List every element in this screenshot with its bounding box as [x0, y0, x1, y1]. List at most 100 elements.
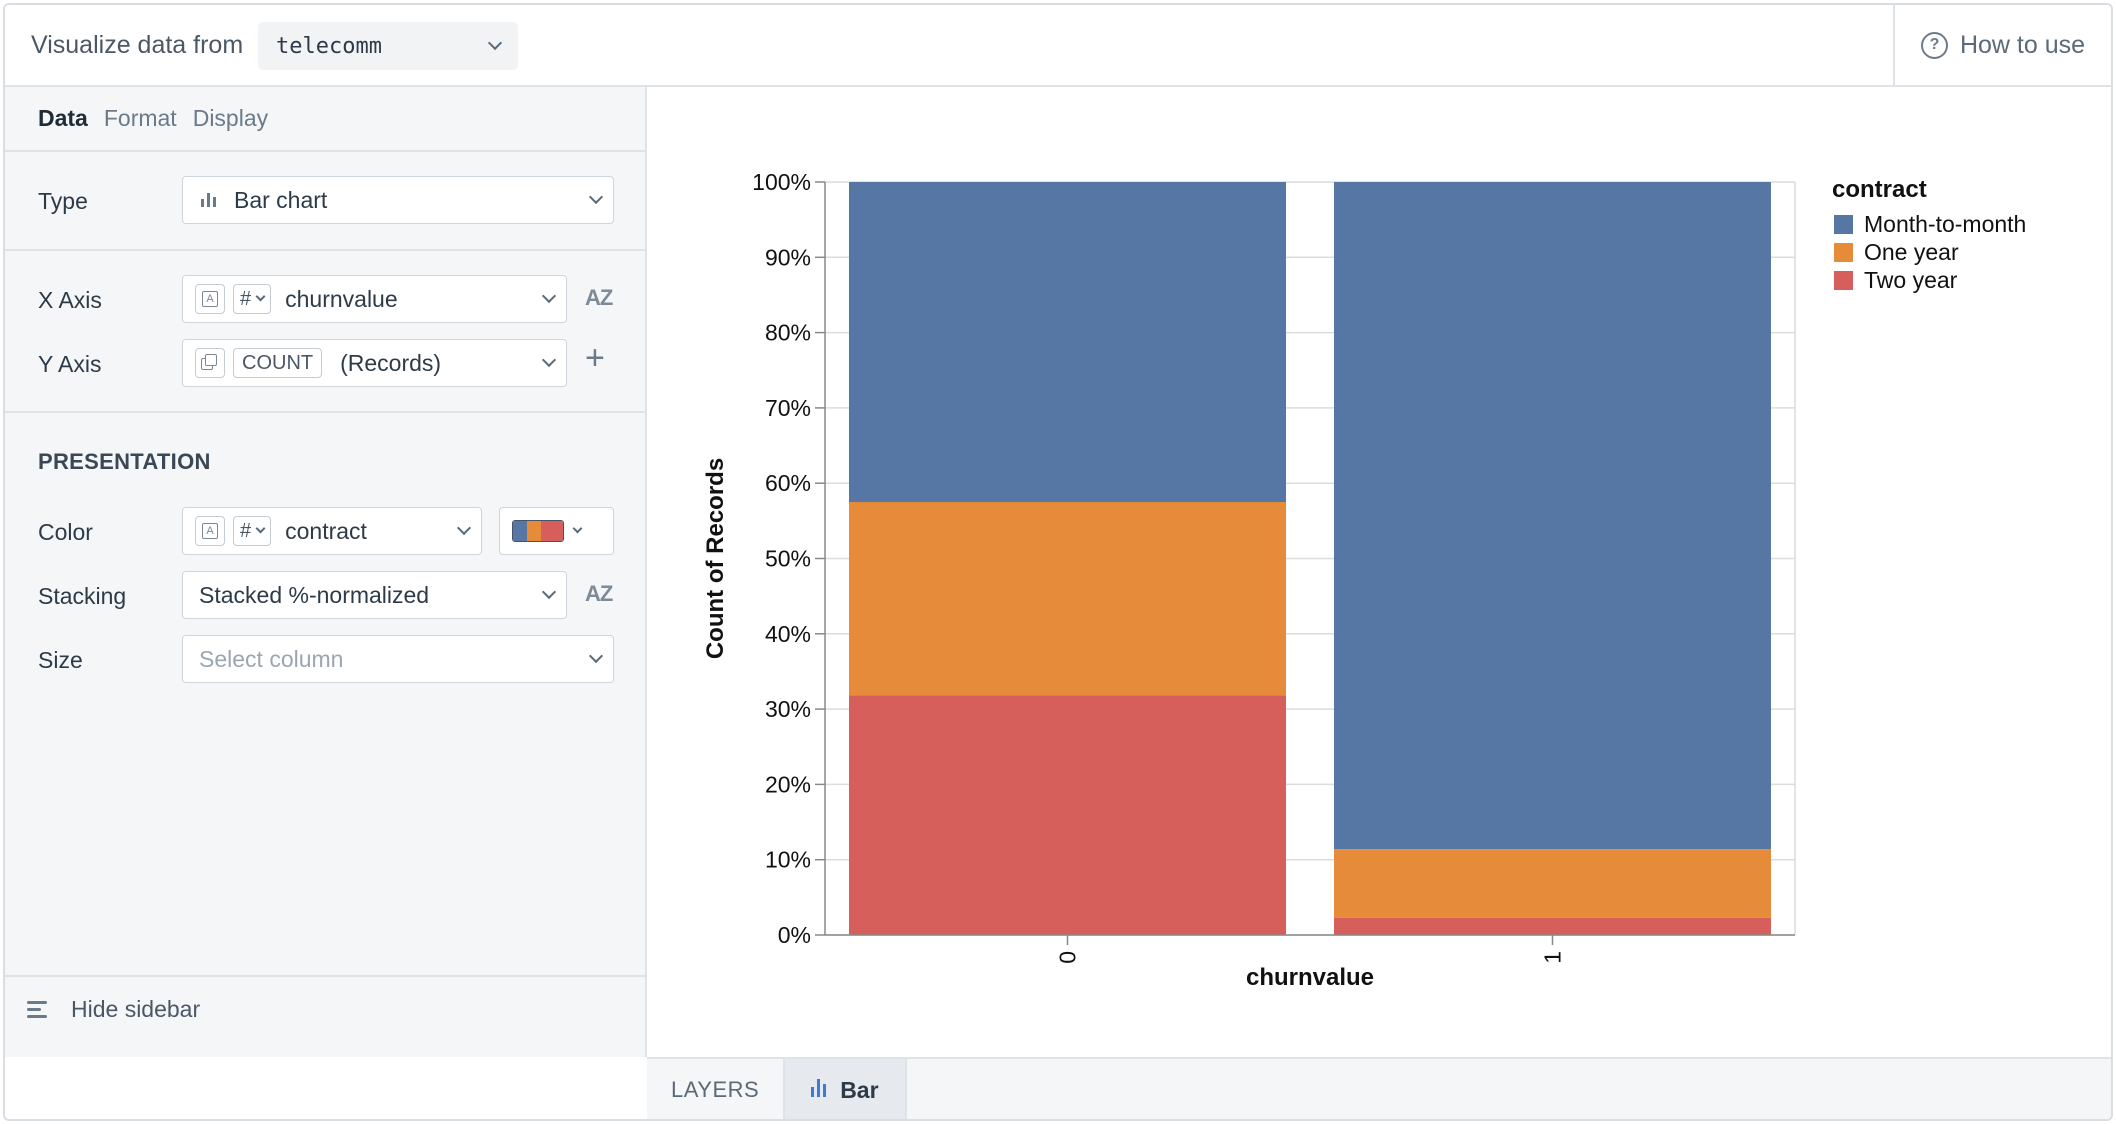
chevron-down-icon: [541, 352, 557, 368]
sidebar-tabs: Data Format Display: [5, 87, 645, 152]
bar-segment: [1334, 917, 1771, 935]
chevron-down-icon: [541, 584, 557, 600]
x-axis-label: X Axis: [38, 287, 102, 313]
bar-segment: [849, 182, 1286, 503]
type-section: Type Bar chart: [5, 152, 645, 251]
y-tick-label: 30%: [765, 696, 811, 722]
size-placeholder: Select column: [199, 645, 344, 672]
dataset-select[interactable]: telecomm: [258, 22, 518, 70]
chart-type-value: Bar chart: [234, 186, 328, 213]
bar-chart-icon: [201, 193, 216, 207]
tab-format[interactable]: Format: [103, 105, 177, 131]
y-tick-label: 50%: [765, 546, 811, 572]
bar-segment: [1334, 849, 1771, 918]
type-label: Type: [38, 188, 88, 214]
chart-axes: 0% 10% 20% 30% 40% 50% 60% 70% 80% 90% 100% 0 1 churn…: [702, 169, 1795, 991]
size-row: Size Select column: [5, 635, 645, 683]
y-axis-select[interactable]: COUNT (Records): [182, 339, 567, 387]
aggregation-tag[interactable]: COUNT: [233, 348, 323, 378]
y-tick-label: 40%: [765, 621, 811, 647]
text-type-icon: A: [195, 284, 225, 314]
sidebar: Data Format Display Type Bar chart X Axi…: [5, 87, 647, 1057]
tab-data[interactable]: Data: [38, 105, 88, 131]
x-axis-type-value: #: [240, 287, 252, 310]
sort-az-icon[interactable]: AZ: [585, 285, 613, 310]
axes-section: X Axis A # churnvalue AZ Y Axis COUNT (R…: [5, 251, 645, 413]
x-axis-select[interactable]: A # churnvalue: [182, 275, 567, 323]
y-tick-label: 100%: [752, 169, 811, 195]
chart-type-select[interactable]: Bar chart: [182, 176, 614, 224]
y-tick-label: 60%: [765, 470, 811, 496]
y-axis-value: (Records): [340, 349, 442, 376]
legend-swatch: [1834, 215, 1853, 234]
y-tick-label: 0%: [778, 922, 811, 948]
legend-title: contract: [1832, 176, 1927, 203]
x-axis-row: X Axis A # churnvalue AZ: [5, 275, 645, 323]
hide-sidebar-button[interactable]: Hide sidebar: [5, 975, 647, 1041]
legend-entry: Two year: [1864, 267, 1958, 293]
stacking-select[interactable]: Stacked %-normalized: [182, 571, 567, 619]
how-to-use-button[interactable]: ? How to use: [1893, 5, 2111, 85]
x-axis-value: churnvalue: [285, 285, 398, 312]
legend-entry: Month-to-month: [1864, 211, 2026, 237]
color-value: contract: [285, 517, 367, 544]
chevron-down-icon: [541, 288, 557, 304]
chevron-down-icon: [572, 523, 583, 534]
dataset-value: telecomm: [276, 33, 382, 59]
chart-bars: [849, 182, 1771, 935]
size-select[interactable]: Select column: [182, 635, 614, 683]
x-tick-label: 1: [1540, 951, 1566, 964]
add-y-axis-icon[interactable]: +: [585, 339, 605, 377]
chevron-down-icon: [487, 35, 503, 51]
chart-area: 0% 10% 20% 30% 40% 50% 60% 70% 80% 90% 100% 0 1 churn…: [647, 87, 2111, 1057]
color-type-value: #: [240, 519, 252, 542]
top-bar: Visualize data from telecomm ? How to us…: [5, 5, 2111, 87]
y-axis-title: Count of Records: [702, 458, 729, 659]
x-axis-type-tag[interactable]: #: [233, 284, 272, 314]
bar-chart: 0% 10% 20% 30% 40% 50% 60% 70% 80% 90% 100% 0 1 churn…: [702, 169, 2026, 991]
chevron-down-icon: [456, 520, 472, 536]
legend-swatch: [1834, 271, 1853, 290]
hide-sidebar-label: Hide sidebar: [71, 995, 201, 1022]
visualize-label: Visualize data from: [31, 31, 244, 59]
color-palette-select[interactable]: [499, 507, 614, 555]
palette-swatches: [512, 520, 564, 542]
color-label: Color: [38, 519, 93, 545]
type-row: Type Bar chart: [5, 176, 645, 224]
y-tick-label: 80%: [765, 320, 811, 346]
bar-chart-icon: [811, 1079, 827, 1097]
palette-swatch: [513, 521, 527, 541]
chevron-down-icon: [588, 189, 604, 205]
y-axis-row: Y Axis COUNT (Records) +: [5, 339, 645, 387]
color-row: Color A # contract: [5, 507, 645, 555]
stacking-label: Stacking: [38, 583, 127, 609]
size-label: Size: [38, 647, 83, 673]
layer-tab-bar[interactable]: Bar: [783, 1059, 907, 1119]
y-tick-label: 20%: [765, 771, 811, 797]
bar-segment: [849, 502, 1286, 696]
bar-segment: [1334, 182, 1771, 850]
presentation-title: PRESENTATION: [38, 449, 211, 474]
stacking-value: Stacked %-normalized: [199, 581, 430, 608]
layers-label: LAYERS: [671, 1077, 760, 1102]
text-type-icon: A: [195, 516, 225, 546]
help-icon: ?: [1920, 31, 1948, 59]
sort-az-icon[interactable]: AZ: [585, 581, 613, 606]
y-tick-label: 70%: [765, 395, 811, 421]
y-tick-label: 90%: [765, 244, 811, 270]
hide-sidebar-icon: [27, 999, 53, 1019]
x-tick-label: 0: [1055, 951, 1081, 964]
chevron-down-icon: [588, 648, 604, 664]
tab-display[interactable]: Display: [192, 105, 269, 131]
layers-bar: LAYERS Bar: [647, 1057, 2111, 1119]
stacking-row: Stacking Stacked %-normalized AZ: [5, 571, 645, 619]
palette-swatch: [527, 521, 541, 541]
bar-segment: [849, 695, 1286, 935]
how-to-use-label: How to use: [1959, 30, 2086, 59]
presentation-section: PRESENTATION Color A # contract: [5, 413, 645, 993]
color-type-tag[interactable]: #: [233, 516, 272, 546]
x-axis-title: churnvalue: [1246, 964, 1374, 991]
chevron-down-icon: [255, 523, 266, 534]
color-select[interactable]: A # contract: [182, 507, 482, 555]
